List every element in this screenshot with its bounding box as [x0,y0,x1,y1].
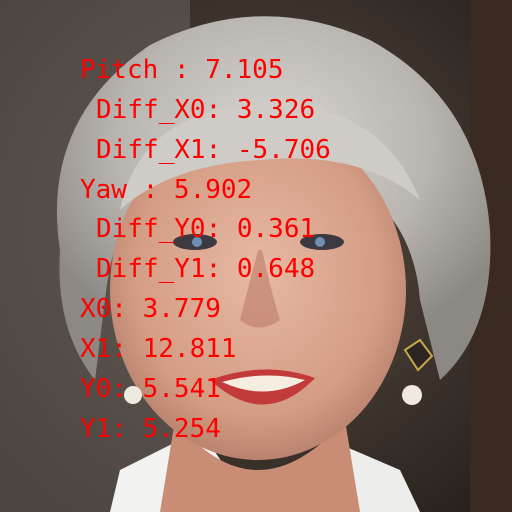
nose [240,250,280,328]
left-earring-pearl [124,386,142,404]
right-iris [315,237,325,247]
x0-readout: X0: 3.779 [80,294,221,324]
hair [56,16,491,380]
left-iris [192,237,202,247]
diff-y0-readout: Diff_Y0: 0.361 [96,214,316,244]
x1-readout: X1: 12.811 [80,334,237,364]
hair-fringe [120,104,420,210]
teeth [222,375,305,392]
y1-readout: Y1: 5.254 [80,414,221,444]
yaw-readout: Yaw : 5.902 [80,175,253,205]
y0-readout: Y0: 5.541 [80,374,221,404]
diff-y1-readout: Diff_Y1: 0.648 [96,254,316,284]
pitch-readout: Pitch : 7.105 [80,55,284,85]
right-earring-top [403,338,434,372]
diff-x0-readout: Diff_X0: 3.326 [96,95,316,125]
diff-x1-readout: Diff_X1: -5.706 [96,135,331,165]
neck [160,420,360,512]
right-earring-pearl [402,385,422,405]
